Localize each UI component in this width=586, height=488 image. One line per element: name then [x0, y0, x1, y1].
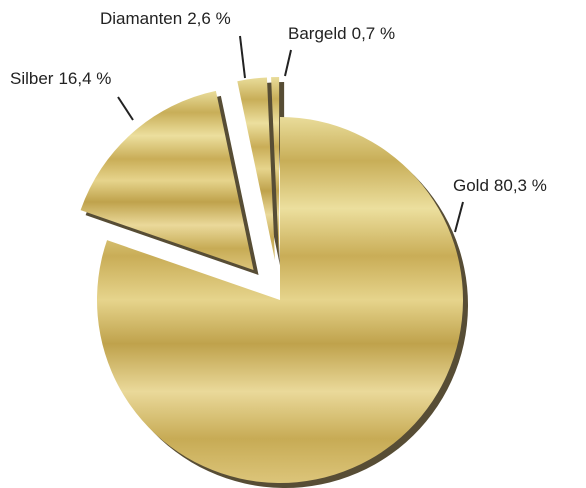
leader-line — [284, 49, 292, 77]
slice-label: Bargeld 0,7 % — [288, 24, 395, 43]
category-name: Gold — [453, 176, 489, 195]
leader-line — [454, 201, 464, 233]
slice — [237, 77, 275, 261]
slice-label: Gold 80,3 % — [453, 176, 547, 195]
category-name: Silber — [10, 69, 54, 88]
slice-label: Silber 16,4 % — [10, 69, 111, 88]
category-name: Bargeld — [288, 24, 347, 43]
value-label: 80,3 % — [494, 176, 547, 195]
value-label: 0,7 % — [352, 24, 395, 43]
slice-label: Diamanten 2,6 % — [100, 9, 231, 28]
slice — [80, 90, 254, 270]
value-label: 2,6 % — [187, 9, 230, 28]
category-name: Diamanten — [100, 9, 182, 28]
leader-line — [239, 35, 246, 79]
value-label: 16,4 % — [58, 69, 111, 88]
slice — [96, 117, 463, 483]
slice — [271, 77, 280, 261]
leader-line — [117, 96, 134, 121]
